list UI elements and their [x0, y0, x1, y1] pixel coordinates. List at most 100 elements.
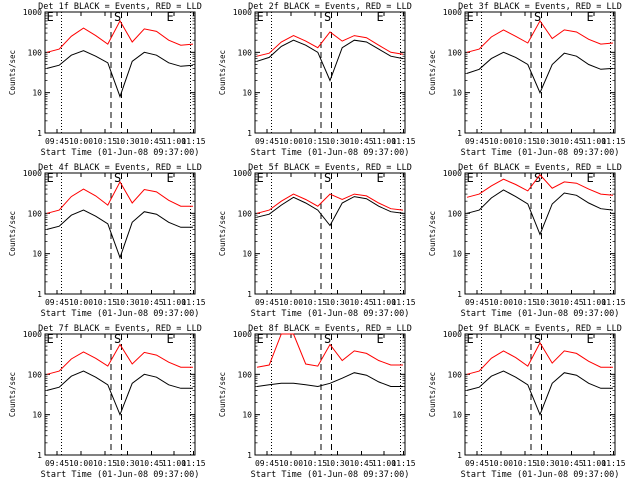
x-tick-label: 10:00	[489, 137, 513, 146]
plot-frame	[44, 333, 196, 456]
x-tick-label: 09:45	[45, 459, 69, 468]
series-line-lld	[466, 341, 613, 375]
series-line-lld	[256, 193, 404, 214]
time-marker-label: E	[257, 10, 264, 24]
x-tick-label: 10:45	[349, 298, 373, 307]
plot-frame	[44, 11, 196, 134]
x-tick-label: 10:30	[535, 298, 559, 307]
y-tick-label: 1	[457, 451, 462, 460]
panel-3: Det 3f BLACK = Events, RED = LLD 1 10 100 10…	[428, 2, 626, 158]
series-line-lld	[46, 343, 193, 375]
y-tick-label: 100	[28, 370, 43, 379]
x-tick-label: 10:30	[325, 298, 349, 307]
time-marker-label: E	[167, 171, 174, 185]
x-tick-label: 11:15	[391, 298, 415, 307]
y-axis-label: Counts/sec	[428, 211, 437, 256]
x-tick-label: 09:45	[255, 459, 279, 468]
series-line-lld	[466, 174, 614, 198]
x-axis-label: Start Time (01-Jun-08 09:37:00)	[251, 309, 410, 319]
time-marker-label: S	[324, 171, 331, 185]
time-marker-label: S	[114, 171, 121, 185]
time-marker-label: E	[587, 332, 594, 346]
x-tick-label: 11:00	[582, 137, 606, 146]
y-axis-label: Counts/sec	[8, 211, 17, 256]
time-marker-label: E	[47, 171, 54, 185]
x-tick-label: 10:30	[325, 137, 349, 146]
x-tick-label: 10:45	[349, 137, 373, 146]
time-marker-label: E	[167, 332, 174, 346]
series-line-lld	[46, 19, 194, 53]
x-tick-label: 10:15	[303, 298, 327, 307]
x-tick-label: 10:30	[325, 459, 349, 468]
plot-frame	[254, 333, 406, 456]
y-tick-label: 10	[32, 411, 42, 420]
x-tick-label: 11:00	[372, 298, 396, 307]
x-tick-label: 10:45	[139, 298, 163, 307]
y-axis-label: Counts/sec	[218, 211, 227, 256]
x-tick-label: 10:00	[279, 137, 303, 146]
time-marker-label: E	[467, 10, 474, 24]
x-tick-label: 10:15	[93, 459, 117, 468]
y-tick-label: 100	[28, 209, 43, 218]
panel-title: Det 9f BLACK = Events, RED = LLD	[458, 324, 622, 334]
series-line-events	[46, 209, 193, 260]
x-tick-label: 09:45	[45, 137, 69, 146]
y-tick-label: 100	[238, 209, 253, 218]
time-marker-label: E	[167, 10, 174, 24]
y-tick-label: 1000	[233, 330, 252, 339]
x-tick-label: 11:15	[391, 137, 415, 146]
y-axis-label: Counts/sec	[428, 50, 437, 95]
time-marker-label: E	[467, 171, 474, 185]
x-tick-label: 10:45	[139, 459, 163, 468]
panel-title: Det 6f BLACK = Events, RED = LLD	[458, 163, 622, 173]
series-line-events	[46, 50, 194, 99]
x-tick-label: 11:00	[162, 298, 186, 307]
time-marker-label: S	[114, 10, 121, 24]
x-tick-label: 09:45	[255, 298, 279, 307]
y-tick-label: 1	[247, 290, 252, 299]
x-tick-label: 11:00	[162, 459, 186, 468]
x-tick-label: 10:45	[349, 459, 373, 468]
time-marker-label: S	[324, 332, 331, 346]
panel-6: Det 6f BLACK = Events, RED = LLD 1 10 100 10…	[428, 163, 626, 319]
time-marker-label: E	[257, 332, 264, 346]
panel-title: Det 2f BLACK = Events, RED = LLD	[248, 2, 412, 12]
x-tick-label: 11:15	[391, 459, 415, 468]
x-tick-label: 10:45	[139, 137, 163, 146]
time-marker-label: E	[377, 332, 384, 346]
y-axis-label: Counts/sec	[218, 372, 227, 417]
x-tick-label: 10:30	[115, 137, 139, 146]
y-tick-label: 100	[448, 209, 463, 218]
y-tick-label: 1000	[233, 8, 252, 17]
x-tick-label: 10:15	[303, 137, 327, 146]
y-tick-label: 10	[242, 411, 252, 420]
time-marker-label: S	[534, 10, 541, 24]
y-tick-label: 1000	[23, 330, 42, 339]
x-tick-label: 11:00	[582, 298, 606, 307]
x-axis-label: Start Time (01-Jun-08 09:37:00)	[251, 148, 410, 158]
y-tick-label: 100	[448, 48, 463, 57]
x-axis-label: Start Time (01-Jun-08 09:37:00)	[251, 470, 410, 480]
x-tick-label: 10:00	[69, 298, 93, 307]
x-tick-label: 10:45	[559, 137, 583, 146]
x-tick-label: 10:15	[93, 298, 117, 307]
y-tick-label: 1	[247, 129, 252, 138]
y-tick-label: 10	[242, 250, 252, 259]
series-line-lld	[256, 333, 403, 368]
y-tick-label: 1000	[443, 8, 462, 17]
time-marker-label: E	[467, 332, 474, 346]
time-marker-label: S	[114, 332, 121, 346]
series-line-events	[466, 51, 614, 94]
x-tick-label: 09:45	[465, 459, 489, 468]
y-tick-label: 1000	[233, 169, 252, 178]
time-marker-label: E	[377, 171, 384, 185]
panel-1: Det 1f BLACK = Events, RED = LLD 1 10 100 10…	[8, 2, 206, 158]
x-tick-label: 11:15	[181, 459, 205, 468]
plot-frame	[464, 11, 616, 134]
y-tick-label: 1	[457, 129, 462, 138]
x-axis-label: Start Time (01-Jun-08 09:37:00)	[461, 309, 620, 319]
y-axis-label: Counts/sec	[8, 372, 17, 417]
x-tick-label: 10:00	[489, 298, 513, 307]
